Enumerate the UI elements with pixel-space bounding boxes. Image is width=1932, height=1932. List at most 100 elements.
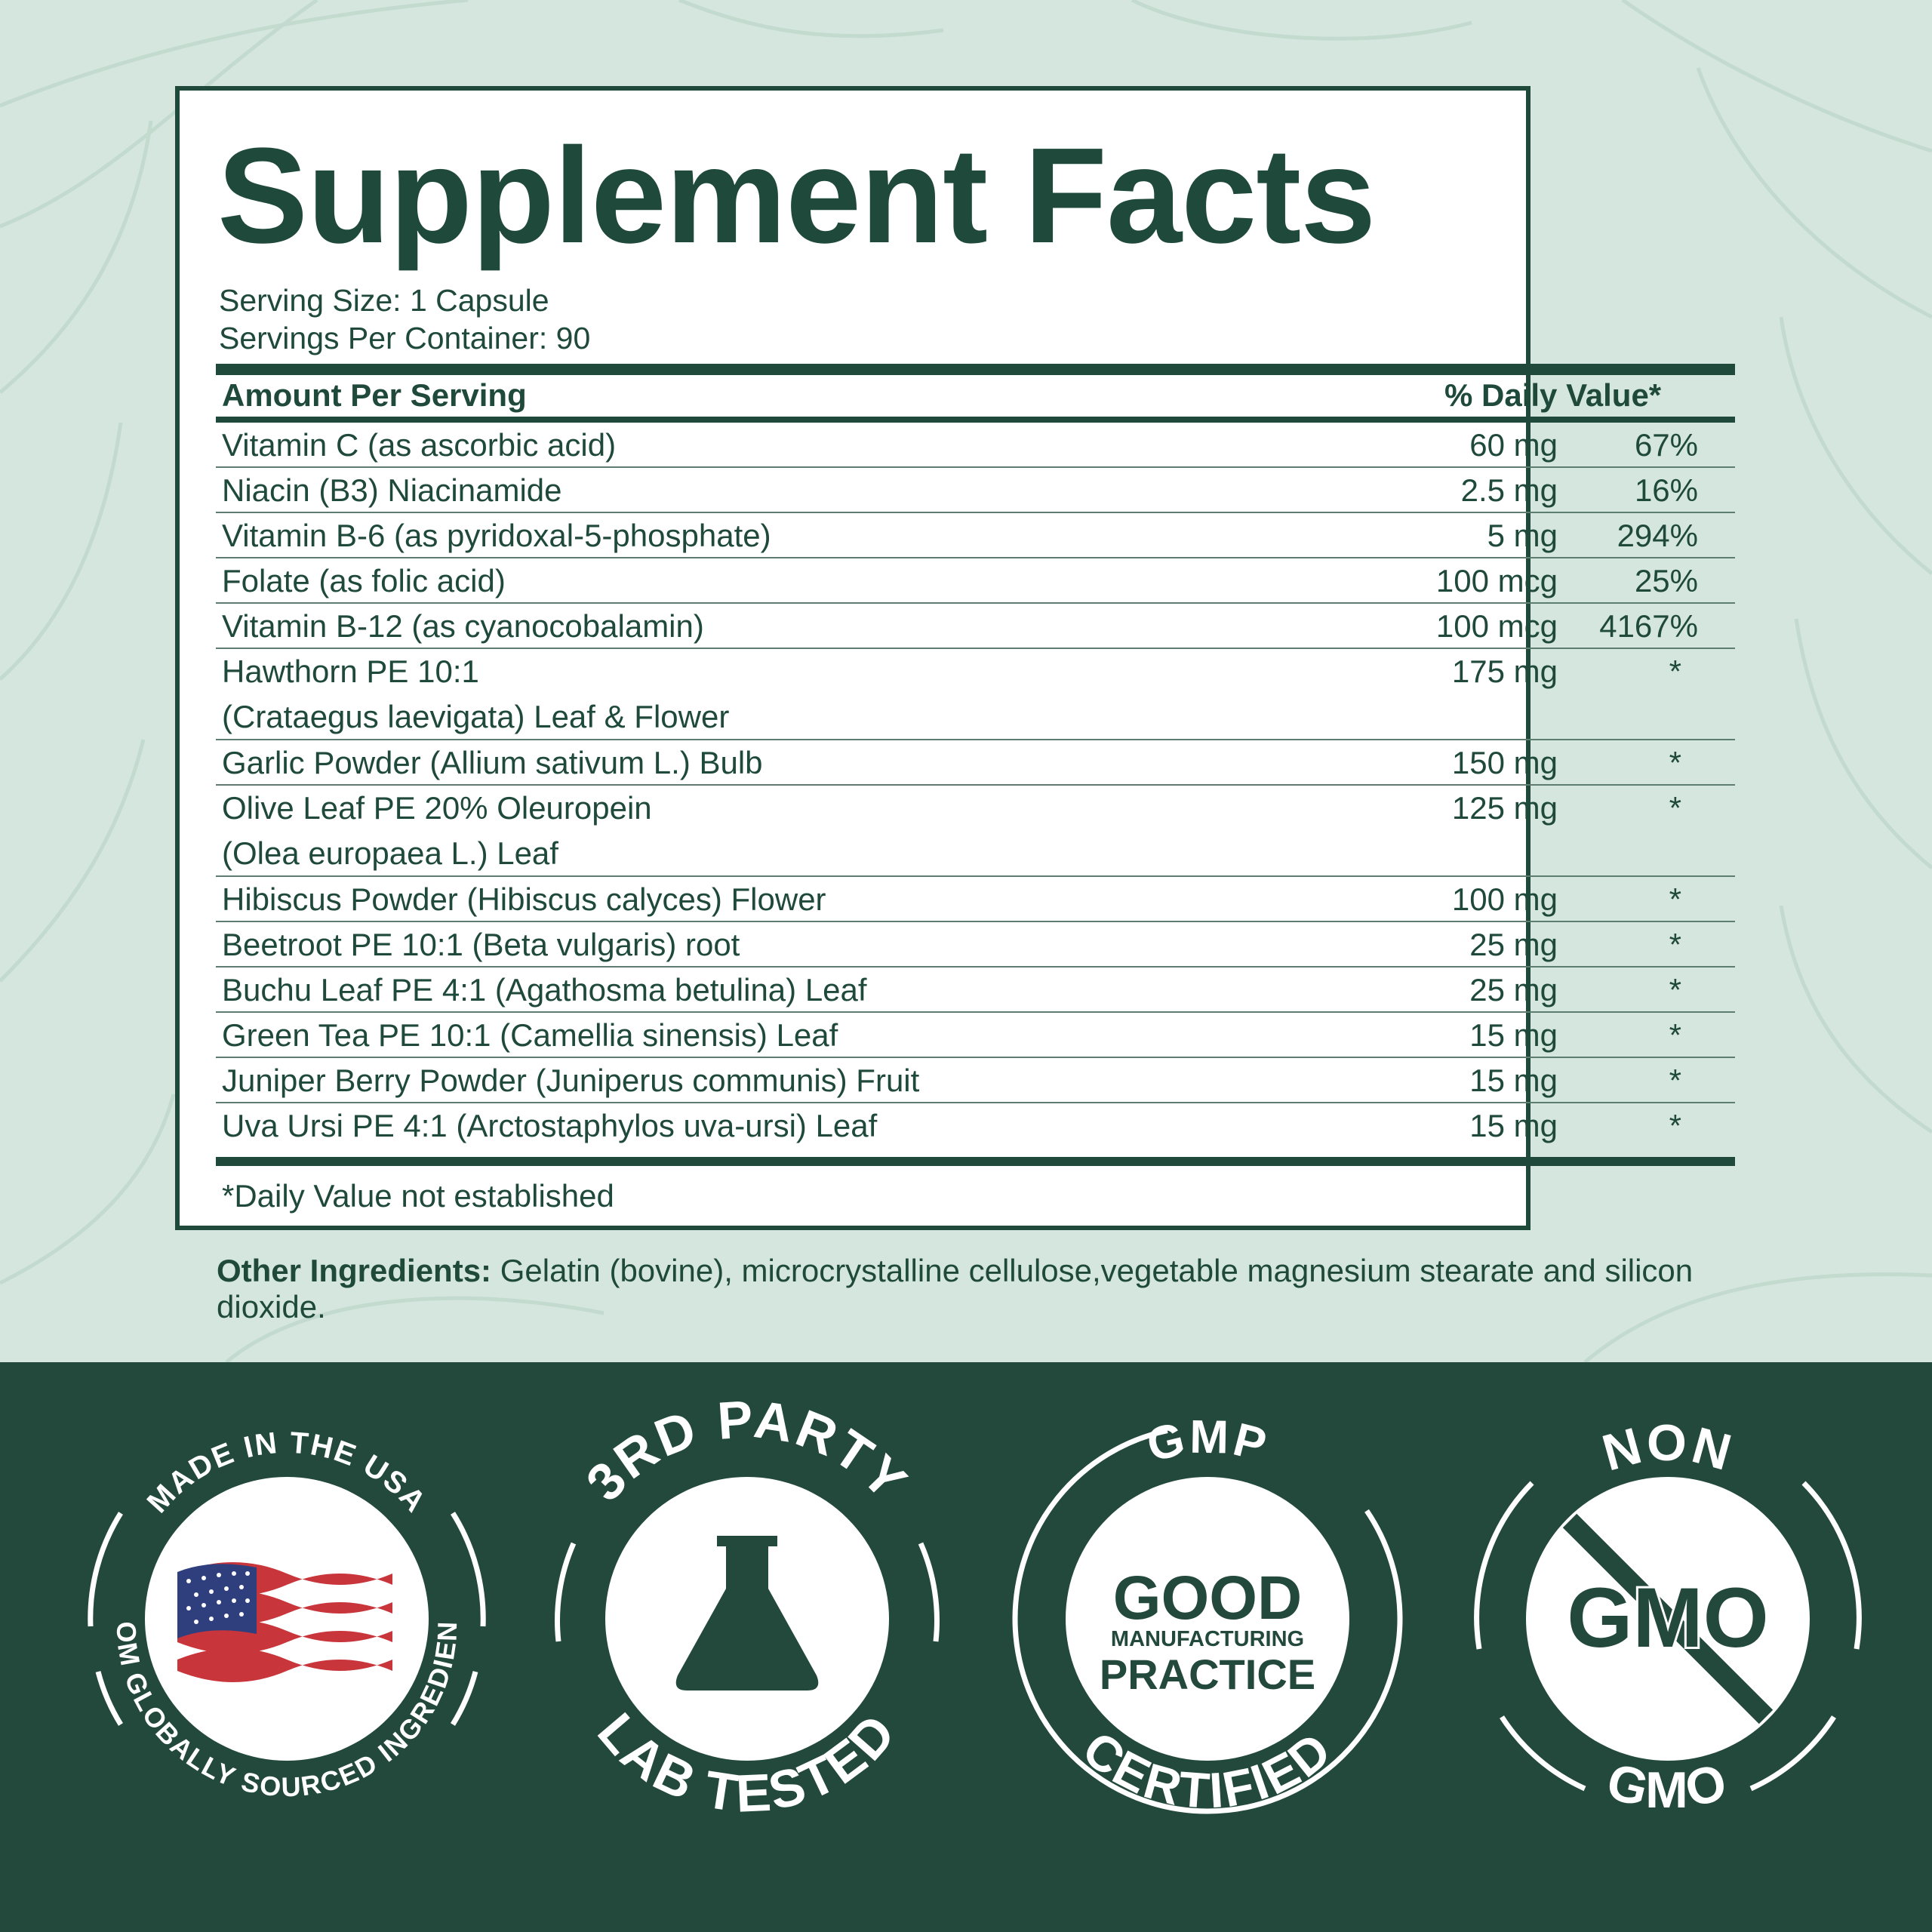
svg-text:GMP: GMP <box>1142 1411 1273 1472</box>
nutrient-amount: 60 mg <box>1469 427 1558 463</box>
row-divider <box>216 921 1735 922</box>
nutrient-amount: 2.5 mg <box>1460 472 1558 508</box>
thick-rule-top <box>216 364 1735 375</box>
lab-tested-badge: 3RD PARTY LAB TESTED <box>555 1400 940 1823</box>
nutrient-daily-value: * <box>1669 1063 1681 1098</box>
table-row: Folate (as folic acid) 100 mcg 25% <box>216 558 1735 604</box>
nutrient-amount: 150 mg <box>1451 745 1558 780</box>
nutrient-amount: 125 mg <box>1451 790 1558 826</box>
nutrient-daily-value: * <box>1669 972 1681 1008</box>
header-daily-value: % Daily Value* <box>1444 377 1662 413</box>
nutrient-amount: 100 mcg <box>1435 563 1558 598</box>
table-row: Hawthorn PE 10:1 (Crataegus laevigata) L… <box>216 649 1735 740</box>
nutrient-name: Buchu Leaf PE 4:1 (Agathosma betulina) L… <box>222 972 867 1008</box>
nongmo-badge-bottom-text: GMO <box>1601 1752 1732 1819</box>
gmp-manufacturing-text: MANUFACTURING <box>1111 1627 1304 1651</box>
nutrient-amount: 15 mg <box>1469 1063 1558 1098</box>
nutrient-name: Uva Ursi PE 4:1 (Arctostaphylos uva-ursi… <box>222 1108 878 1143</box>
nutrient-name: Hibiscus Powder (Hibiscus calyces) Flowe… <box>222 881 826 917</box>
nutrient-name: Garlic Powder (Allium sativum L.) Bulb <box>222 745 763 780</box>
nutrient-name: Hawthorn PE 10:1 (Crataegus laevigata) L… <box>222 654 730 734</box>
table-row: Juniper Berry Powder (Juniperus communis… <box>216 1058 1735 1103</box>
row-divider <box>216 1011 1735 1013</box>
other-ingredients: Other Ingredients: Gelatin (bovine), mic… <box>217 1253 1726 1325</box>
thick-rule-header <box>216 417 1735 423</box>
nutrient-amount: 175 mg <box>1451 654 1558 689</box>
supplement-facts-panel: Supplement Facts Serving Size: 1 Capsule… <box>175 86 1735 1230</box>
panel-title: Supplement Facts <box>217 120 1376 272</box>
nutrient-name: Juniper Berry Powder (Juniperus communis… <box>222 1063 920 1098</box>
row-divider <box>216 602 1735 604</box>
row-divider <box>216 784 1735 786</box>
thick-rule-bottom <box>216 1157 1735 1166</box>
nongmo-badge-top-text: NON <box>1596 1414 1737 1482</box>
table-row: Olive Leaf PE 20% Oleuropein (Olea europ… <box>216 786 1735 877</box>
row-divider <box>216 1057 1735 1058</box>
nutrient-name: Vitamin C (as ascorbic acid) <box>222 427 617 463</box>
us-flag-icon <box>177 1562 392 1698</box>
footnote: *Daily Value not established <box>222 1178 614 1214</box>
gmp-badge-top-text: GMP <box>1142 1411 1271 1472</box>
row-divider <box>216 512 1735 513</box>
table-row: Beetroot PE 10:1 (Beta vulgaris) root 25 … <box>216 922 1735 968</box>
nutrient-daily-value: 67% <box>1634 427 1698 463</box>
nutrient-daily-value: 4167% <box>1599 608 1698 644</box>
nutrient-amount: 100 mcg <box>1435 608 1558 644</box>
svg-text:NON: NON <box>1596 1414 1739 1482</box>
row-divider <box>216 557 1735 558</box>
row-divider <box>216 739 1735 740</box>
nutrient-daily-value: * <box>1669 1017 1681 1053</box>
table-row: Vitamin C (as ascorbic acid) 60 mg 67% <box>216 423 1735 468</box>
nutrient-amount: 100 mg <box>1451 881 1558 917</box>
non-gmo-badge: GMO NON GMO <box>1474 1414 1862 1819</box>
nutrient-amount: 15 mg <box>1469 1017 1558 1053</box>
nutrient-name: Beetroot PE 10:1 (Beta vulgaris) root <box>222 927 740 962</box>
nutrient-name: Green Tea PE 10:1 (Camellia sinensis) Le… <box>222 1017 838 1053</box>
table-row: Garlic Powder (Allium sativum L.) Bulb 15… <box>216 740 1735 786</box>
table-row: Vitamin B-12 (as cyanocobalamin) 100 mcg 4… <box>216 604 1735 649</box>
made-in-usa-badge: MADE IN THE USA FROM GLOBALLY SOURCED IN… <box>75 1400 486 1802</box>
row-divider <box>216 966 1735 968</box>
table-row: Uva Ursi PE 4:1 (Arctostaphylos uva-ursi… <box>216 1103 1735 1149</box>
prohibited-icon <box>1562 1513 1774 1724</box>
nutrient-daily-value: * <box>1669 745 1681 780</box>
nutrient-daily-value: * <box>1669 881 1681 917</box>
nutrient-amount: 15 mg <box>1469 1108 1558 1143</box>
nutrient-daily-value: 16% <box>1634 472 1698 508</box>
row-divider <box>216 466 1735 468</box>
nutrient-name: Vitamin B-6 (as pyridoxal-5-phosphate) <box>222 518 771 553</box>
nutrient-amount: 25 mg <box>1469 927 1558 962</box>
table-row: Hibiscus Powder (Hibiscus calyces) Flowe… <box>216 877 1735 922</box>
nutrient-daily-value: 294% <box>1617 518 1698 553</box>
other-ingredients-label: Other Ingredients: <box>217 1253 492 1288</box>
gmp-practice-text: PRACTICE <box>1100 1651 1315 1698</box>
nutrient-name: Vitamin B-12 (as cyanocobalamin) <box>222 608 704 644</box>
nutrient-name: Folate (as folic acid) <box>222 563 506 598</box>
row-divider <box>216 875 1735 877</box>
flask-icon <box>675 1536 819 1690</box>
gmp-certified-badge: GOOD MANUFACTURING PRACTICE GMP CERTIFIE… <box>1012 1411 1403 1819</box>
table-row: Niacin (B3) Niacinamide 2.5 mg 16% <box>216 468 1735 513</box>
header-amount-per-serving: Amount Per Serving <box>222 377 527 413</box>
nutrient-daily-value: * <box>1669 790 1681 826</box>
other-ingredients-text: Gelatin (bovine), microcrystalline cellu… <box>217 1253 1694 1324</box>
leaf-pattern-background <box>0 0 1932 1362</box>
nutrient-daily-value: * <box>1669 927 1681 962</box>
nutrient-daily-value: * <box>1669 654 1681 689</box>
nutrient-name: Niacin (B3) Niacinamide <box>222 472 562 508</box>
servings-per-container: Servings Per Container: 90 <box>219 321 591 355</box>
gmo-center-text: GMO <box>1567 1571 1769 1665</box>
table-row: Green Tea PE 10:1 (Camellia sinensis) Le… <box>216 1013 1735 1058</box>
table-row: Buchu Leaf PE 4:1 (Agathosma betulina) L… <box>216 968 1735 1013</box>
table-row: Vitamin B-6 (as pyridoxal-5-phosphate) 5 … <box>216 513 1735 558</box>
nutrient-amount: 25 mg <box>1469 972 1558 1008</box>
nutrient-name: Olive Leaf PE 20% Oleuropein (Olea europ… <box>222 790 652 871</box>
nutrient-daily-value: 25% <box>1634 563 1698 598</box>
row-divider <box>216 1102 1735 1103</box>
svg-text:GMO: GMO <box>1601 1752 1734 1819</box>
nutrient-amount: 5 mg <box>1487 518 1558 553</box>
nutrient-daily-value: * <box>1669 1108 1681 1143</box>
serving-size: Serving Size: 1 Capsule <box>219 283 549 318</box>
gmp-good-text: GOOD <box>1113 1564 1303 1632</box>
row-divider <box>216 648 1735 649</box>
